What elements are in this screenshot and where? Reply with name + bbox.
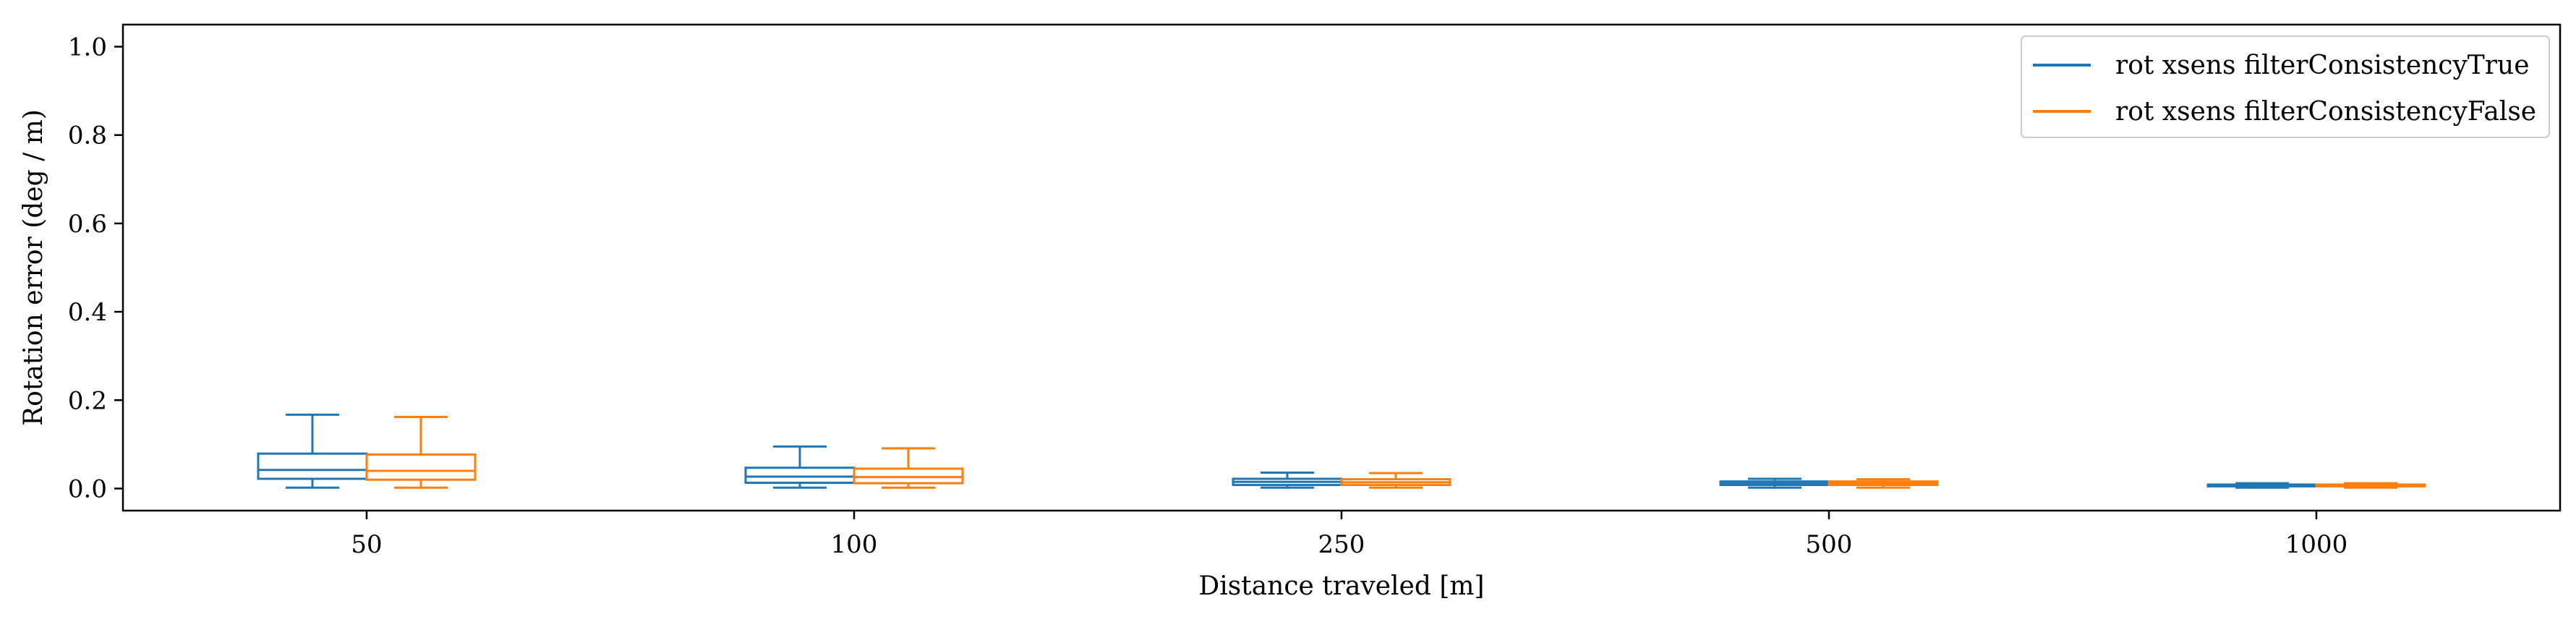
x-axis: 50 100 250 500 1000 [351,511,2347,559]
box-50-0 [257,413,368,489]
x-tick-label: 1000 [2285,530,2348,559]
y-tick-label: 0.6 [68,210,107,239]
box-100-1 [853,447,964,489]
y-tick-label: 0.2 [68,386,107,415]
x-tick-label: 100 [831,530,878,559]
legend-box [2021,35,2550,138]
x-axis-label: Distance traveled [m] [1198,571,1484,601]
box-1000-1 [2315,482,2426,489]
x-tick-label: 250 [1318,530,1365,559]
legend-label: rot xsens filterConsistencyTrue [2115,51,2530,80]
legend: rot xsens filterConsistencyTrue rot xsens… [2021,35,2550,138]
y-axis-label: Rotation error (deg / m) [19,109,48,426]
plot-area [257,413,2426,489]
y-tick-label: 0.8 [68,122,107,150]
box-1000-0 [2206,482,2318,489]
box-50-1 [365,415,477,489]
x-tick-label: 500 [1806,530,1853,559]
y-tick-label: 0.0 [68,474,107,503]
y-tick-label: 1.0 [68,33,107,62]
x-tick-label: 50 [351,530,382,559]
y-axis: 0.0 0.2 0.4 0.6 0.8 1.0 [68,33,123,503]
box-500-1 [1827,478,1939,489]
y-tick-label: 0.4 [68,298,107,327]
box-250-1 [1340,472,1451,489]
legend-label: rot xsens filterConsistencyFalse [2115,97,2536,127]
box-500-0 [1719,477,1830,489]
